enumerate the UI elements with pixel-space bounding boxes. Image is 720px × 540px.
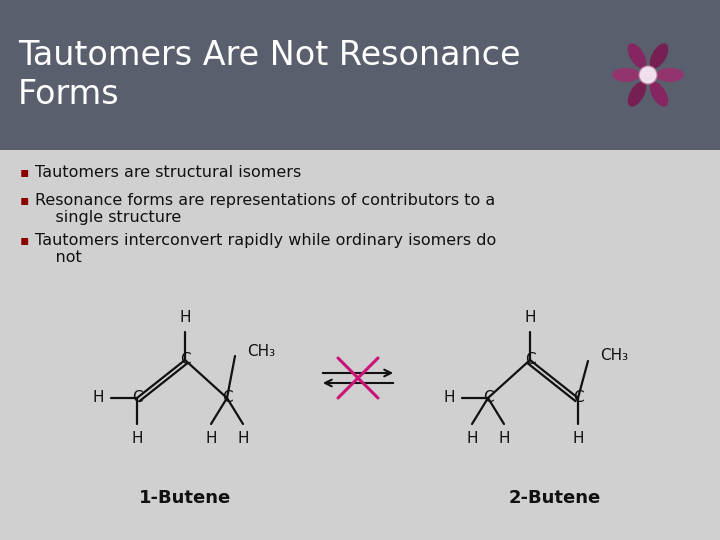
Text: H: H (205, 431, 217, 446)
Text: H: H (131, 431, 143, 446)
Text: H: H (92, 390, 104, 406)
Text: ▪: ▪ (20, 193, 30, 207)
Text: C: C (132, 390, 143, 406)
Ellipse shape (649, 43, 668, 69)
Text: C: C (525, 353, 535, 368)
Text: H: H (238, 431, 248, 446)
Text: Tautomers interconvert rapidly while ordinary isomers do
    not: Tautomers interconvert rapidly while ord… (35, 233, 496, 265)
Text: H: H (572, 431, 584, 446)
Ellipse shape (656, 68, 684, 82)
Ellipse shape (628, 43, 647, 69)
Text: C: C (222, 390, 233, 406)
Ellipse shape (649, 82, 668, 107)
Text: ▪: ▪ (20, 233, 30, 247)
Text: C: C (482, 390, 493, 406)
Ellipse shape (628, 82, 647, 107)
Text: 1-Butene: 1-Butene (139, 489, 231, 507)
Text: 2-Butene: 2-Butene (509, 489, 601, 507)
Text: H: H (498, 431, 510, 446)
Text: CH₃: CH₃ (600, 348, 628, 362)
Bar (0, 0, 720, 150)
Text: Tautomers are structural isomers: Tautomers are structural isomers (35, 165, 301, 180)
Text: ▪: ▪ (20, 165, 30, 179)
Text: H: H (467, 431, 478, 446)
Text: Resonance forms are representations of contributors to a
    single structure: Resonance forms are representations of c… (35, 193, 495, 225)
Circle shape (639, 66, 657, 84)
Text: C: C (180, 353, 190, 368)
Text: H: H (179, 310, 191, 325)
Text: CH₃: CH₃ (247, 345, 275, 360)
Text: C: C (572, 390, 583, 406)
Text: Tautomers Are Not Resonance
Forms: Tautomers Are Not Resonance Forms (18, 39, 521, 111)
Text: H: H (524, 310, 536, 325)
Text: H: H (444, 390, 455, 406)
Ellipse shape (612, 68, 640, 82)
